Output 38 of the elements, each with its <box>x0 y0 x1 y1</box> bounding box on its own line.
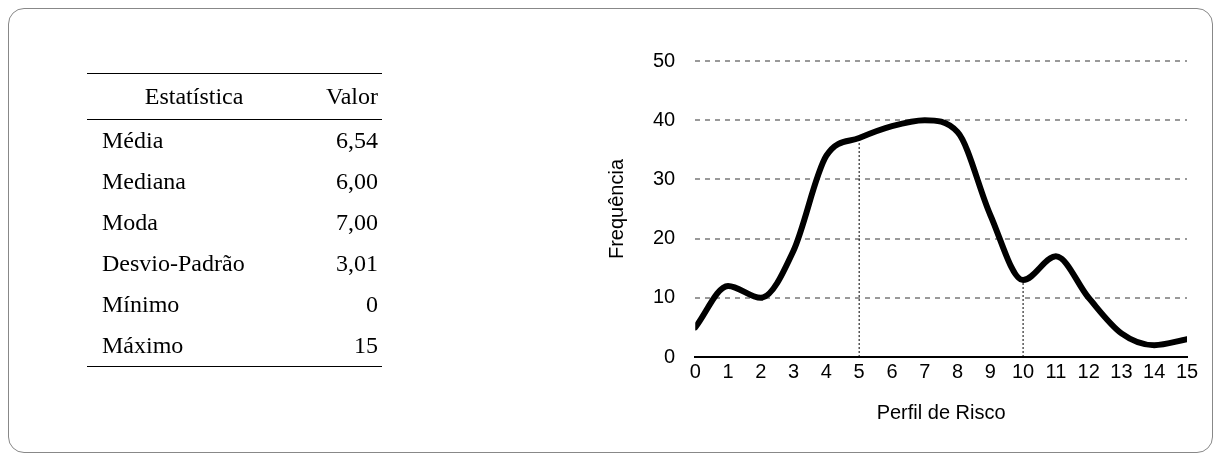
x-tick-label: 13 <box>1110 359 1133 382</box>
text: 6,54 <box>336 127 378 153</box>
y-tick-label: 0 <box>664 344 676 367</box>
x-axis-title: Perfil de Risco <box>876 400 1006 423</box>
category-label: Média <box>101 126 165 155</box>
text: 15 <box>354 332 378 358</box>
x-tick-label: 2 <box>755 359 767 382</box>
x-tick-label: 7 <box>919 359 931 382</box>
x-tick-label: 3 <box>788 359 800 382</box>
x-tick-label: 5 <box>853 359 865 382</box>
y-axis-title: Frequência <box>604 158 627 260</box>
x-tick-label: 10 <box>1011 359 1035 382</box>
y-tick-label: 40 <box>653 107 676 130</box>
text: Valor <box>301 73 382 120</box>
x-tick-label: 14 <box>1143 359 1166 382</box>
y-tick-label: 20 <box>653 226 676 249</box>
x-tick-label: 12 <box>1077 359 1100 382</box>
category-label: Máximo <box>101 331 185 360</box>
y-tick-label: 30 <box>653 166 676 189</box>
x-tick-label: 8 <box>951 359 964 382</box>
text: 6,00 <box>336 168 378 194</box>
text: Estatística <box>87 73 302 120</box>
category-label: Desvio-Padrão <box>101 249 246 278</box>
x-tick-label: 15 <box>1175 359 1199 382</box>
x-tick-label: 9 <box>984 359 996 382</box>
y-tick-label: 50 <box>653 48 676 71</box>
x-tick-label: 1 <box>722 359 734 382</box>
category-label: Moda <box>101 208 159 237</box>
x-tick-label: 0 <box>689 359 701 382</box>
category-label: Mínimo <box>101 290 181 319</box>
category-label: Mediana <box>101 167 187 196</box>
x-tick-label: 11 <box>1045 359 1067 382</box>
text: 0 <box>366 291 378 317</box>
x-tick-label: 4 <box>820 359 832 382</box>
text: 3,01 <box>336 250 378 276</box>
y-tick-label: 10 <box>653 285 676 308</box>
text: 7,00 <box>336 209 378 235</box>
x-tick-label: 6 <box>886 359 898 382</box>
